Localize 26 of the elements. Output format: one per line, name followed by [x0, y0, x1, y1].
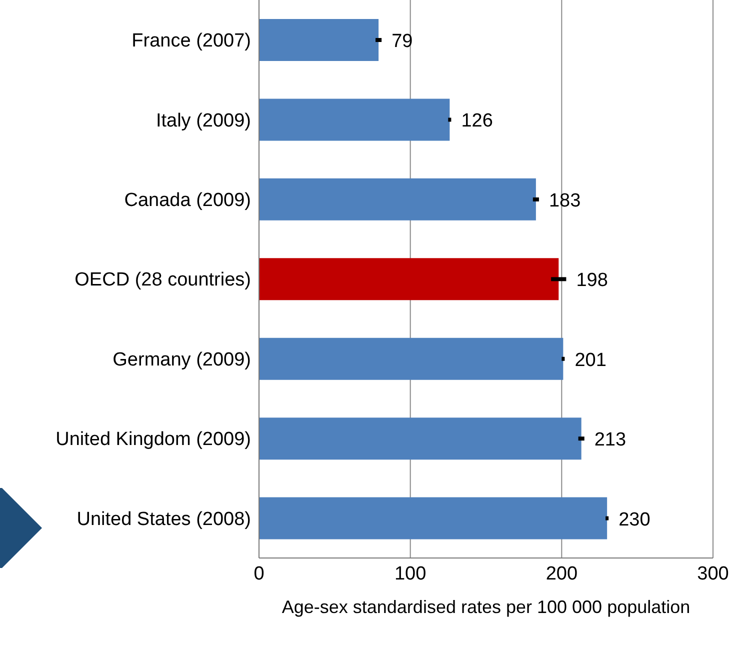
- y-tick-label: United Kingdom (2009): [56, 429, 251, 450]
- data-label: 183: [548, 190, 581, 212]
- data-label: 213: [594, 430, 626, 451]
- y-tick-label: OECD (28 countries): [74, 270, 251, 291]
- bar: [259, 338, 564, 380]
- bar: [259, 497, 608, 540]
- y-tick-label: United States (2008): [76, 508, 251, 530]
- bar: [259, 418, 582, 460]
- x-tick-label: 100: [394, 563, 426, 584]
- x-tick-label: 300: [697, 563, 729, 584]
- data-label: 201: [574, 350, 606, 371]
- bar: [259, 258, 559, 300]
- data-label: 79: [392, 31, 413, 52]
- x-tick-label: 200: [546, 563, 578, 584]
- data-label: 126: [461, 110, 493, 132]
- y-tick-label: Italy (2009): [156, 110, 251, 132]
- bar: [259, 19, 379, 61]
- bar: [259, 178, 536, 220]
- x-axis-title: Age-sex standardised rates per 100 000 population: [282, 597, 690, 617]
- y-tick-label: Canada (2009): [124, 190, 251, 212]
- bar: [259, 98, 450, 141]
- y-tick-label: France (2007): [132, 30, 251, 52]
- data-label: 230: [618, 509, 650, 530]
- data-label: 198: [576, 270, 608, 292]
- y-tick-label: Germany (2009): [112, 349, 251, 370]
- x-tick-label: 0: [254, 563, 264, 584]
